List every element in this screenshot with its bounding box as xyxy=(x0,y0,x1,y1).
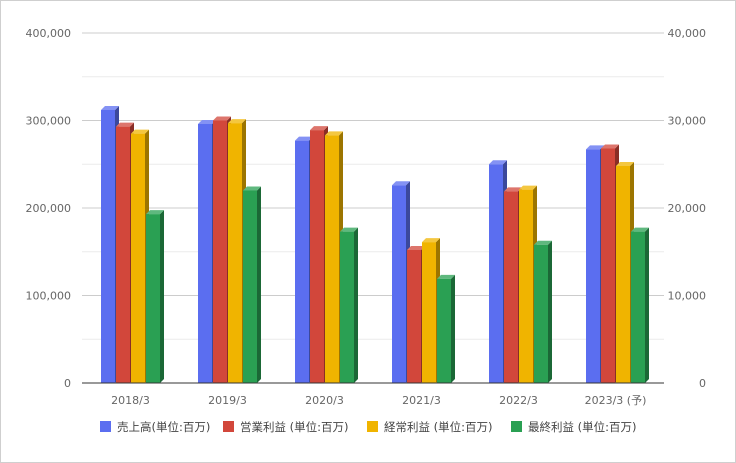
right-axis-tick-label: 10,000 xyxy=(668,290,707,303)
left-axis-tick-label: 100,000 xyxy=(26,290,72,303)
category-labels: 2018/3 2019/3 2020/3 2021/3 2022/3 2023/3 (予) xyxy=(111,394,646,407)
bar-front xyxy=(198,124,212,383)
bar-top xyxy=(586,145,604,150)
category-label: 2018/3 xyxy=(111,394,150,407)
legend-swatch xyxy=(223,421,234,432)
bar-top xyxy=(489,160,507,165)
left-axis-tick-label: 300,000 xyxy=(26,115,72,128)
bar-front xyxy=(519,189,533,383)
legend-item: 経常利益 (単位:百万) xyxy=(367,420,493,434)
right-axis-tick-label: 20,000 xyxy=(668,202,707,215)
bar-top xyxy=(325,131,343,136)
bar-top xyxy=(198,120,216,124)
legend-item: 営業利益 (単位:百万) xyxy=(223,420,349,434)
right-axis-ticks: 0 10,000 20,000 30,000 40,000 xyxy=(668,27,707,390)
legend-item: 売上高(単位:百万) xyxy=(100,420,210,434)
bar-front xyxy=(631,231,645,383)
left-axis-tick-label: 0 xyxy=(64,377,71,390)
legend-label: 経常利益 (単位:百万) xyxy=(384,420,493,434)
bar-front xyxy=(392,185,406,383)
bar-front xyxy=(101,110,115,383)
bar-top xyxy=(534,240,552,245)
bar-front xyxy=(116,126,130,383)
legend: 売上高(単位:百万) 営業利益 (単位:百万) 経常利益 (単位:百万) 最終利益 (… xyxy=(100,420,637,434)
bar-top xyxy=(407,246,425,250)
bar-top xyxy=(101,106,119,110)
bar-front xyxy=(131,133,145,383)
bar-front xyxy=(213,120,227,383)
bar xyxy=(340,227,358,383)
bar-front xyxy=(340,231,354,383)
bar-front xyxy=(437,278,451,383)
bar-side xyxy=(451,274,455,383)
legend-label: 営業利益 (単位:百万) xyxy=(240,420,349,434)
bar-front xyxy=(422,242,436,383)
gridlines xyxy=(82,32,664,340)
right-axis-tick-label: 0 xyxy=(699,377,706,390)
bar-top xyxy=(228,119,246,124)
legend-swatch xyxy=(100,421,111,432)
bar-top xyxy=(392,181,410,186)
bar-front xyxy=(310,130,324,383)
bar-front xyxy=(407,250,421,383)
bar-side xyxy=(257,186,261,383)
bar-side xyxy=(645,227,649,383)
bar-front xyxy=(534,244,548,383)
bar-top xyxy=(146,210,164,215)
bar-front xyxy=(243,190,257,383)
left-axis-ticks: 0 100,000 200,000 300,000 400,000 xyxy=(26,27,72,390)
bars xyxy=(101,106,649,383)
bar xyxy=(534,240,552,383)
legend-swatch xyxy=(511,421,522,432)
bar-top xyxy=(295,136,313,141)
bar-top xyxy=(504,187,522,192)
bar-top xyxy=(340,227,358,232)
right-axis-tick-label: 40,000 xyxy=(668,27,707,40)
bar xyxy=(146,210,164,383)
bar-front xyxy=(504,191,518,383)
bar-front xyxy=(228,123,242,383)
category-label: 2022/3 xyxy=(499,394,538,407)
bar-front xyxy=(586,149,600,383)
right-axis-tick-label: 30,000 xyxy=(668,115,707,128)
bar-top xyxy=(601,144,619,149)
category-label: 2021/3 xyxy=(402,394,441,407)
category-label: 2020/3 xyxy=(305,394,344,407)
category-label: 2019/3 xyxy=(208,394,247,407)
bar-top xyxy=(116,122,134,127)
bar-top xyxy=(243,186,261,191)
left-axis-tick-label: 400,000 xyxy=(26,27,72,40)
bar-top xyxy=(422,238,440,243)
bar-top xyxy=(519,185,537,190)
bar xyxy=(243,186,261,383)
legend-label: 最終利益 (単位:百万) xyxy=(528,420,637,434)
bar-top xyxy=(213,116,231,121)
bar-front xyxy=(616,166,630,383)
bar-side xyxy=(160,210,164,383)
legend-item: 最終利益 (単位:百万) xyxy=(511,420,637,434)
bar-top xyxy=(310,126,328,131)
bar-side xyxy=(354,227,358,383)
bar-top xyxy=(616,162,634,166)
bar xyxy=(631,227,649,383)
bar-front xyxy=(489,164,503,383)
bar-front xyxy=(295,140,309,383)
bar-front xyxy=(601,148,615,383)
legend-label: 売上高(単位:百万) xyxy=(117,420,210,434)
bar-top xyxy=(631,227,649,232)
bar-side xyxy=(548,240,552,383)
bar xyxy=(437,274,455,383)
bar-front xyxy=(325,135,339,383)
bar-top xyxy=(131,129,149,134)
bar-front xyxy=(146,214,160,383)
category-label: 2023/3 (予) xyxy=(585,394,647,407)
left-axis-tick-label: 200,000 xyxy=(26,202,72,215)
bar-top xyxy=(437,274,455,279)
legend-swatch xyxy=(367,421,378,432)
